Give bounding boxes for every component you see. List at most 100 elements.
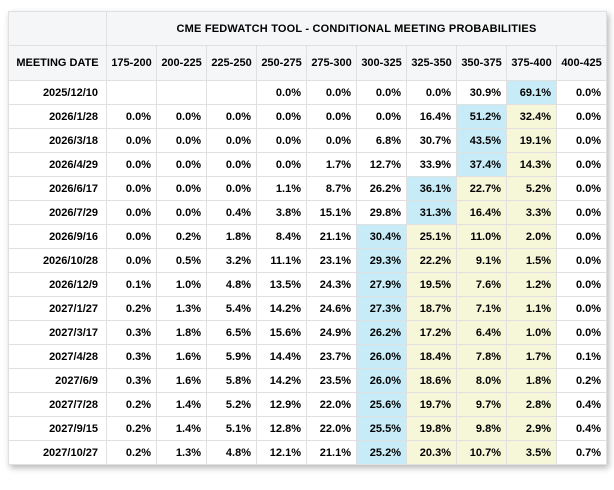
- probability-cell: 0.1%: [106, 272, 157, 297]
- probability-cell: 21.1%: [306, 224, 357, 249]
- probability-cell: 23.7%: [306, 344, 357, 369]
- meeting-date-header: MEETING DATE: [8, 45, 107, 81]
- probability-cell: 0.0%: [206, 176, 257, 201]
- probability-cell: 1.4%: [156, 392, 207, 417]
- meeting-date-cell: 2025/12/10: [8, 80, 107, 105]
- table-row: 2027/9/15 0.2% 1.4% 5.1% 12.8% 22.0% 25.5% 19.8…: [8, 416, 608, 441]
- probability-cell: 2.8%: [506, 392, 557, 417]
- meeting-date-cell: 2026/10/28: [8, 248, 107, 273]
- probability-cell: 3.8%: [256, 200, 307, 225]
- rate-range-header-375-400: 375-400: [506, 45, 557, 81]
- probability-cell: 6.5%: [206, 320, 257, 345]
- table-row: 2026/4/29 0.0% 0.0% 0.0% 0.0% 1.7% 12.7% 33.9% 3…: [8, 152, 608, 177]
- probability-cell: 0.0%: [555, 272, 608, 297]
- probability-cell: 1.1%: [506, 296, 557, 321]
- probability-cell: 13.5%: [256, 272, 307, 297]
- probability-cell: 0.0%: [555, 80, 608, 105]
- probability-cell: 36.1%: [406, 176, 457, 201]
- table-row: 2027/1/27 0.2% 1.3% 5.4% 14.2% 24.6% 27.3% 18.7…: [8, 296, 608, 321]
- title-row: CME FEDWATCH TOOL - CONDITIONAL MEETING …: [8, 11, 608, 46]
- meeting-date-cell: 2027/1/27: [8, 296, 107, 321]
- probability-cell: 7.1%: [456, 296, 507, 321]
- corner-cell: [8, 11, 107, 46]
- probability-cell: 2.0%: [506, 224, 557, 249]
- probability-cell: 1.6%: [156, 368, 207, 393]
- probability-cell: 1.6%: [156, 344, 207, 369]
- probability-cell: 1.7%: [506, 344, 557, 369]
- probability-cell: 32.4%: [506, 104, 557, 129]
- probability-cell: 12.9%: [256, 392, 307, 417]
- rate-range-header-250-275: 250-275: [256, 45, 307, 81]
- probability-cell: 0.2%: [106, 392, 157, 417]
- meeting-date-cell: 2026/3/18: [8, 128, 107, 153]
- probability-cell: 0.0%: [306, 80, 357, 105]
- table-row: 2025/12/10 0.0% 0.0% 0.0% 0.0% 30.9% 69.1% 0.0%: [8, 80, 608, 105]
- probability-cell: 0.0%: [555, 296, 608, 321]
- rate-range-header-175-200: 175-200: [106, 45, 157, 81]
- probability-cell: 0.0%: [555, 128, 608, 153]
- probability-cell: 0.0%: [306, 104, 357, 129]
- probability-cell: 7.8%: [456, 344, 507, 369]
- probability-cell: 0.0%: [206, 128, 257, 153]
- probability-cell: 0.0%: [106, 248, 157, 273]
- probability-cell: 26.2%: [356, 320, 407, 345]
- probability-cell: 8.4%: [256, 224, 307, 249]
- rate-range-header-325-350: 325-350: [406, 45, 457, 81]
- probability-cell: 31.3%: [406, 200, 457, 225]
- probability-cell: 1.0%: [156, 272, 207, 297]
- probability-cell: 18.7%: [406, 296, 457, 321]
- probability-cell: 3.5%: [506, 440, 557, 465]
- table-row: 2026/7/29 0.0% 0.0% 0.4% 3.8% 15.1% 29.8% 31.3%…: [8, 200, 608, 225]
- probability-cell: 27.3%: [356, 296, 407, 321]
- probability-cell: 9.7%: [456, 392, 507, 417]
- meeting-date-cell: 2026/9/16: [8, 224, 107, 249]
- probability-cell: 9.8%: [456, 416, 507, 441]
- probability-cell: [106, 80, 157, 105]
- probability-cell: 0.5%: [156, 248, 207, 273]
- probability-cell: 11.0%: [456, 224, 507, 249]
- probability-cell: 14.3%: [506, 152, 557, 177]
- table-row: 2027/3/17 0.3% 1.8% 6.5% 15.6% 24.9% 26.2% 17.2…: [8, 320, 608, 345]
- probability-cell: 18.6%: [406, 368, 457, 393]
- probability-cell: 12.1%: [256, 440, 307, 465]
- rate-range-header-275-300: 275-300: [306, 45, 357, 81]
- probability-cell: 0.0%: [106, 152, 157, 177]
- probability-cell: 5.2%: [506, 176, 557, 201]
- table-row: 2027/7/28 0.2% 1.4% 5.2% 12.9% 22.0% 25.6% 19.7…: [8, 392, 608, 417]
- probability-cell: 25.5%: [356, 416, 407, 441]
- probability-cell: 25.6%: [356, 392, 407, 417]
- fedwatch-table-container: CME FEDWATCH TOOL - CONDITIONAL MEETING …: [8, 11, 608, 465]
- probability-cell: 2.9%: [506, 416, 557, 441]
- probability-cell: 1.5%: [506, 248, 557, 273]
- probability-cell: 0.4%: [555, 392, 608, 417]
- rate-range-header-225-250: 225-250: [206, 45, 257, 81]
- probability-cell: 8.0%: [456, 368, 507, 393]
- probability-cell: 0.0%: [555, 320, 608, 345]
- probability-cell: 0.0%: [106, 200, 157, 225]
- meeting-date-cell: 2027/9/15: [8, 416, 107, 441]
- probability-cell: 30.4%: [356, 224, 407, 249]
- meeting-date-cell: 2027/3/17: [8, 320, 107, 345]
- probability-cell: 0.0%: [156, 200, 207, 225]
- table-row: 2026/10/28 0.0% 0.5% 3.2% 11.1% 23.1% 29.3% 22.…: [8, 248, 608, 273]
- probability-cell: 3.3%: [506, 200, 557, 225]
- probability-cell: [156, 80, 207, 105]
- probability-cell: 19.8%: [406, 416, 457, 441]
- probability-cell: 24.3%: [306, 272, 357, 297]
- probability-cell: 12.7%: [356, 152, 407, 177]
- probability-cell: 19.1%: [506, 128, 557, 153]
- meeting-date-cell: 2026/12/9: [8, 272, 107, 297]
- probability-cell: 17.2%: [406, 320, 457, 345]
- probability-cell: 18.4%: [406, 344, 457, 369]
- probability-cell: 14.2%: [256, 296, 307, 321]
- probability-cell: 0.3%: [106, 320, 157, 345]
- probability-cell: 0.3%: [106, 368, 157, 393]
- probability-cell: 1.8%: [506, 368, 557, 393]
- probability-cell: 0.0%: [156, 104, 207, 129]
- probability-cell: 0.2%: [555, 368, 608, 393]
- probability-cell: 16.4%: [456, 200, 507, 225]
- rate-range-header-400-425: 400-425: [555, 45, 608, 81]
- probability-cell: 5.1%: [206, 416, 257, 441]
- table-row: 2027/4/28 0.3% 1.6% 5.9% 14.4% 23.7% 26.0% 18.4…: [8, 344, 608, 369]
- probability-cell: 29.8%: [356, 200, 407, 225]
